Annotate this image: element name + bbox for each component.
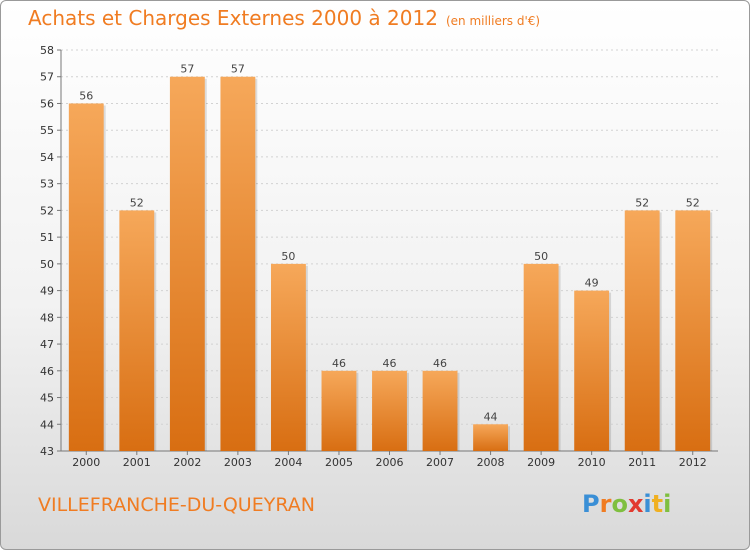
bar-2003[interactable] xyxy=(220,76,256,451)
x-tick-label: 2009 xyxy=(527,456,555,469)
data-label: 52 xyxy=(686,196,700,209)
data-label: 57 xyxy=(231,63,245,76)
x-tick-label: 2011 xyxy=(628,456,656,469)
y-tick-label: 56 xyxy=(40,97,54,110)
labels: 43 44 45 46 47 48 49 50 51 52 53 54 55 56 57 58 2000 56 20… xyxy=(40,44,707,469)
chart-title: Achats et Charges Externes 2000 à 2012 (e… xyxy=(28,6,540,30)
y-tick-label: 51 xyxy=(40,231,54,244)
y-tick-label: 55 xyxy=(40,124,54,137)
bar-2004[interactable] xyxy=(270,263,306,451)
y-tick-label: 44 xyxy=(40,418,54,431)
bar-2006[interactable] xyxy=(372,370,407,451)
y-tick-label: 54 xyxy=(40,151,54,164)
logo-letter: i xyxy=(643,490,652,518)
y-tick-label: 49 xyxy=(40,285,54,298)
data-label: 52 xyxy=(130,196,144,209)
y-tick-label: 57 xyxy=(40,71,54,84)
y-tick-label: 52 xyxy=(40,204,54,217)
x-tick-label: 2001 xyxy=(123,456,151,469)
data-label: 44 xyxy=(484,410,498,423)
x-tick-label: 2002 xyxy=(173,456,201,469)
bar-2012[interactable] xyxy=(675,210,711,451)
bar-2002[interactable] xyxy=(169,76,205,451)
proxiti-logo[interactable]: Proxiti xyxy=(582,490,671,518)
chart-title-main: Achats et Charges Externes 2000 à 2012 xyxy=(28,6,438,30)
logo-letter: P xyxy=(582,490,600,518)
y-tick-label: 53 xyxy=(40,178,54,191)
bar-2010[interactable] xyxy=(574,290,610,451)
data-label: 50 xyxy=(534,250,548,263)
x-tick-label: 2010 xyxy=(578,456,606,469)
logo-letter: x xyxy=(627,490,644,518)
y-tick-label: 46 xyxy=(40,365,54,378)
y-tick-label: 45 xyxy=(40,392,54,405)
y-tick-label: 47 xyxy=(40,338,54,351)
x-tick-label: 2004 xyxy=(274,456,302,469)
logo-letter: o xyxy=(611,490,628,518)
x-tick-label: 2003 xyxy=(224,456,252,469)
logo-letter: r xyxy=(599,490,612,518)
data-label: 57 xyxy=(180,63,194,76)
y-tick-label: 50 xyxy=(40,258,54,271)
y-tick-label: 48 xyxy=(40,311,54,324)
x-tick-label: 2007 xyxy=(426,456,454,469)
x-tick-label: 2006 xyxy=(376,456,404,469)
y-tick-label: 58 xyxy=(40,44,54,57)
data-label: 49 xyxy=(585,277,599,290)
data-label: 56 xyxy=(79,89,93,102)
data-label: 46 xyxy=(383,357,397,370)
bar-2001[interactable] xyxy=(119,210,155,451)
x-tick-label: 2008 xyxy=(477,456,505,469)
chart-title-unit: (en milliers d'€) xyxy=(445,14,541,28)
x-tick-label: 2000 xyxy=(72,456,100,469)
bars xyxy=(68,76,713,451)
x-tick-label: 2012 xyxy=(679,456,707,469)
y-tick-label: 43 xyxy=(40,445,54,458)
bar-2011[interactable] xyxy=(624,210,660,451)
logo-letter: i xyxy=(663,490,672,518)
bar-2005[interactable] xyxy=(321,370,357,451)
bar-2008[interactable] xyxy=(473,424,509,451)
data-label: 46 xyxy=(433,357,447,370)
bar-2000[interactable] xyxy=(68,103,104,451)
bar-2009[interactable] xyxy=(523,263,559,451)
data-label: 46 xyxy=(332,357,346,370)
city-name: VILLEFRANCHE-DU-QUEYRAN xyxy=(38,494,315,516)
bar-2007[interactable] xyxy=(422,370,458,451)
logo-letter: t xyxy=(651,490,664,518)
data-label: 50 xyxy=(281,250,295,263)
x-tick-label: 2005 xyxy=(325,456,353,469)
data-label: 52 xyxy=(635,196,649,209)
